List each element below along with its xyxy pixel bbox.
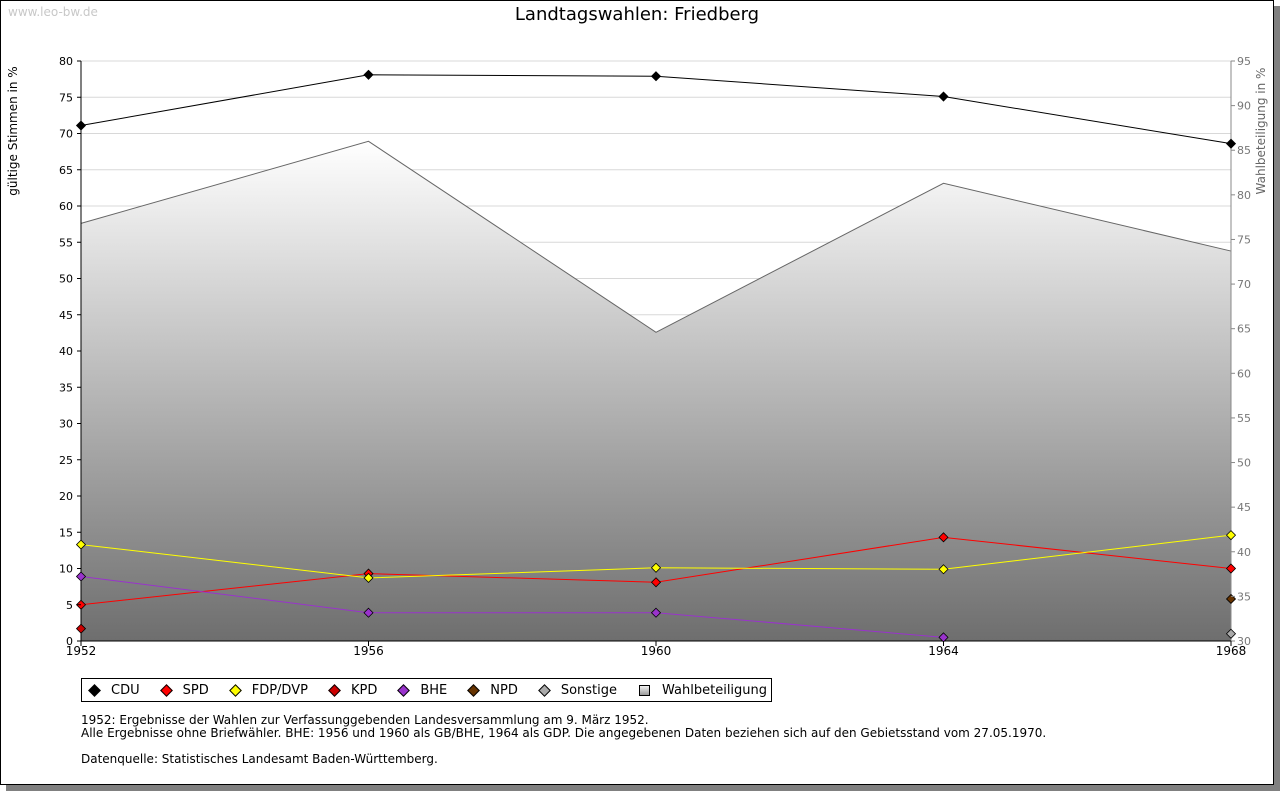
y-tick-label-left: 50 [59,273,73,286]
data-point-spd [1225,563,1237,574]
data-point-fdp-dvp [938,564,949,575]
x-tick-label: 1952 [66,644,97,658]
turnout-line [80,140,1232,333]
y-tick-label-left: 35 [59,381,73,394]
data-point-fdp-dvp [363,572,374,583]
y-tick-label-left: 60 [59,200,73,213]
footnote-1: 1952: Ergebnisse der Wahlen zur Verfassu… [81,713,649,727]
footnotes: 1952: Ergebnisse der Wahlen zur Verfassu… [81,714,1046,766]
y-tick-label-left: 55 [59,236,73,249]
data-point-fdp-dvp [1225,530,1237,541]
watermark: www.leo-bw.de [8,5,98,19]
chart-title: Landtagswahlen: Friedberg [514,4,760,25]
legend-label-wahlbeteiligung: Wahlbeteiligung [662,682,768,698]
y-tick-label-left: 65 [59,164,73,177]
legend-label-cdu: CDU [111,682,140,698]
data-point-spd [650,577,662,588]
y-tick-label-right: 50 [1237,457,1251,470]
legend-marker-kpd [328,683,341,697]
y-tick-label-right: 85 [1237,144,1251,157]
legend-marker-spd [159,683,173,697]
legend-label-bhe: BHE [420,682,448,698]
y-tick-label-left: 70 [59,128,73,141]
y-tick-label-left: 45 [59,309,73,322]
y-tick-label-left: 25 [59,454,73,467]
data-point-cdu [650,71,662,82]
legend-marker-sonstige [537,683,551,697]
data-point-cdu [75,120,87,131]
legend-label-npd: NPD [490,682,518,698]
legend-label-sonstige: Sonstige [560,682,618,698]
legend-label-spd: SPD [182,682,209,698]
y-tick-label-right: 30 [1237,635,1251,648]
x-tick-label: 1968 [1216,644,1247,658]
legend-item-cdu: CDU [88,682,140,698]
legend-marker-cdu [88,683,101,697]
y-tick-label-left: 40 [59,345,73,358]
y-tick-label-right: 90 [1237,100,1251,113]
legend-label-fdp: FDP/DVP [251,682,308,698]
legend-marker-bhe [397,683,411,697]
data-point-kpd [75,623,87,634]
y-tick-label-right: 40 [1237,546,1251,559]
legend-item-npd: NPD [467,682,518,698]
legend-item-wahlbeteiligung: Wahlbeteiligung [639,683,767,698]
y-tick-label-right: 65 [1237,323,1251,336]
y-tick-label-left: 80 [59,55,73,68]
y-tick-label-right: 70 [1237,278,1251,291]
data-point-sonstige [1225,628,1237,639]
y-tick-label-left: 5 [66,599,73,612]
y-tick-label-right: 55 [1237,412,1251,425]
data-point-fdp-dvp [650,562,662,573]
y-tick-label-left: 15 [59,526,73,539]
legend-item-sonstige: Sonstige [537,682,618,698]
x-tick-label: 1956 [353,644,384,658]
legend-item-fdp: FDP/DVP [228,682,308,698]
legend-marker-wahlbeteiligung [639,684,651,696]
y-tick-label-left: 20 [59,490,73,503]
y-tick-label-left: 30 [59,418,73,431]
data-point-bhe [650,607,662,618]
x-tick-label: 1960 [641,644,672,658]
data-point-bhe [363,607,374,618]
legend-item-spd: SPD [159,682,209,698]
series-line-bhe [80,575,944,638]
footnote-source: Datenquelle: Statistisches Landesamt Bad… [81,752,438,766]
data-point-spd [938,532,949,543]
data-point-bhe [75,571,87,582]
data-point-fdp-dvp [75,539,87,550]
turnout-area [81,141,1231,642]
legend-label-kpd: KPD [350,682,378,698]
y-tick-label-right: 75 [1237,233,1251,246]
y-tick-label-right: 45 [1237,501,1251,514]
y-tick-label-left: 75 [59,91,73,104]
legend: CDU SPD FDP/DVP KPD BHE NPD Sonstige Wah… [81,678,773,702]
y-tick-label-right: 80 [1237,189,1251,202]
legend-marker-fdp [228,683,242,697]
y-tick-label-right: 95 [1237,55,1251,68]
legend-item-bhe: BHE [397,682,448,698]
data-point-cdu [363,69,374,80]
x-tick-label: 1964 [928,644,959,658]
y-tick-label-left: 10 [59,563,73,576]
footnote-2: Alle Ergebnisse ohne Briefwähler. BHE: 1… [81,726,1047,740]
legend-item-kpd: KPD [328,682,378,698]
data-point-cdu [938,91,949,102]
y-tick-label-right: 35 [1237,590,1251,603]
y-tick-label-right: 60 [1237,367,1251,380]
chart-plot: 0 5 10 15 20 25 30 35 40 45 50 55 60 65 70 75 80 30 35 40 45… [59,55,1251,658]
y-tick-label-left: 0 [66,635,73,648]
legend-marker-npd [467,683,481,697]
data-point-cdu [1225,138,1237,149]
